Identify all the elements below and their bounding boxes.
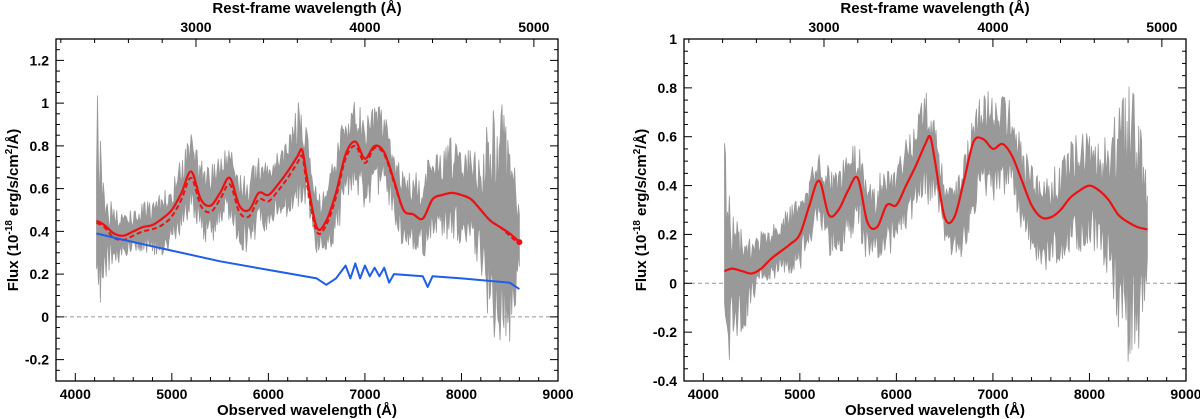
series-stellar-continuum <box>96 232 520 290</box>
top-tick-label: 5000 <box>1146 19 1177 35</box>
plot-area <box>95 95 523 342</box>
top-axis-title: Rest-frame wavelength (Å) <box>212 0 401 17</box>
x-tick-label: 9000 <box>1170 386 1200 402</box>
plot-area <box>724 86 1148 362</box>
top-axis-title: Rest-frame wavelength (Å) <box>840 0 1029 17</box>
y-axis-title-part: Flux (10 <box>5 235 22 292</box>
y-tick-label: 1 <box>41 95 49 111</box>
y-tick-label: 1.2 <box>30 52 50 68</box>
x-tick-label: 7000 <box>349 386 380 402</box>
x-tick-label: 9000 <box>542 386 573 402</box>
series-residual-spectrum <box>724 86 1148 362</box>
y-axis-title-part: -18 <box>632 220 643 235</box>
y-tick-label: 0 <box>669 275 677 291</box>
x-tick-label: 7000 <box>977 386 1008 402</box>
panel-left: 4000 5000 6000 7000 8000 9000 3000 4000 5000 -0.2… <box>4 0 574 419</box>
series-observed-spectrum <box>96 95 520 342</box>
y-tick-label: 0.4 <box>658 178 678 194</box>
series-emission-model <box>724 134 1148 275</box>
y-axis-title-part: 2 <box>632 148 643 154</box>
x-axis-title: Observed wavelength (Å) <box>217 402 397 419</box>
top-tick-label: 4000 <box>977 19 1008 35</box>
y-axis-title: Flux (10-18 erg/s/cm2/Å) <box>632 129 650 292</box>
y-tick-label: 0.2 <box>658 226 678 242</box>
y-tick-label: 0.4 <box>30 223 50 239</box>
y-tick-label: -0.4 <box>653 373 677 389</box>
top-tick-label: 5000 <box>518 19 549 35</box>
y-tick-label: 0.6 <box>658 129 678 145</box>
x-tick-label: 4000 <box>60 386 91 402</box>
y-tick-label: 0.8 <box>30 138 50 154</box>
x-tick-label: 8000 <box>446 386 477 402</box>
y-axis-title-part: /Å) <box>633 129 650 149</box>
top-tick-label: 3000 <box>180 19 211 35</box>
y-tick-label: 1 <box>669 31 677 47</box>
y-tick-label: -0.2 <box>653 324 677 340</box>
x-axis-title: Observed wavelength (Å) <box>845 402 1025 419</box>
x-tick-label: 8000 <box>1074 386 1105 402</box>
y-tick-label: 0.6 <box>30 181 50 197</box>
top-tick-label: 3000 <box>808 19 839 35</box>
panel-right: 4000 5000 6000 7000 8000 9000 3000 4000 5000 -0.4… <box>632 0 1200 419</box>
y-axis-title-part: erg/s/cm <box>633 154 650 220</box>
y-tick-label: 0 <box>41 309 49 325</box>
y-axis-title: Flux (10-18 erg/s/cm2/Å) <box>4 129 22 292</box>
x-tick-label: 5000 <box>784 386 815 402</box>
top-tick-label: 4000 <box>349 19 380 35</box>
series-total-model <box>95 140 521 243</box>
x-tick-label: 6000 <box>881 386 912 402</box>
y-axis-title-part: /Å) <box>5 129 22 149</box>
series-galaxy-model <box>96 144 521 245</box>
x-tick-label: 4000 <box>688 386 719 402</box>
y-axis-title-part: 2 <box>4 148 15 154</box>
y-axis-title-part: -18 <box>4 220 15 235</box>
y-tick-label: 0.2 <box>30 266 50 282</box>
y-axis-title-part: erg/s/cm <box>5 154 22 220</box>
x-tick-label: 6000 <box>253 386 284 402</box>
y-axis-title-part: Flux (10 <box>633 235 650 292</box>
y-tick-label: 0.8 <box>658 80 678 96</box>
x-tick-label: 5000 <box>156 386 187 402</box>
y-tick-label: -0.2 <box>25 352 49 368</box>
